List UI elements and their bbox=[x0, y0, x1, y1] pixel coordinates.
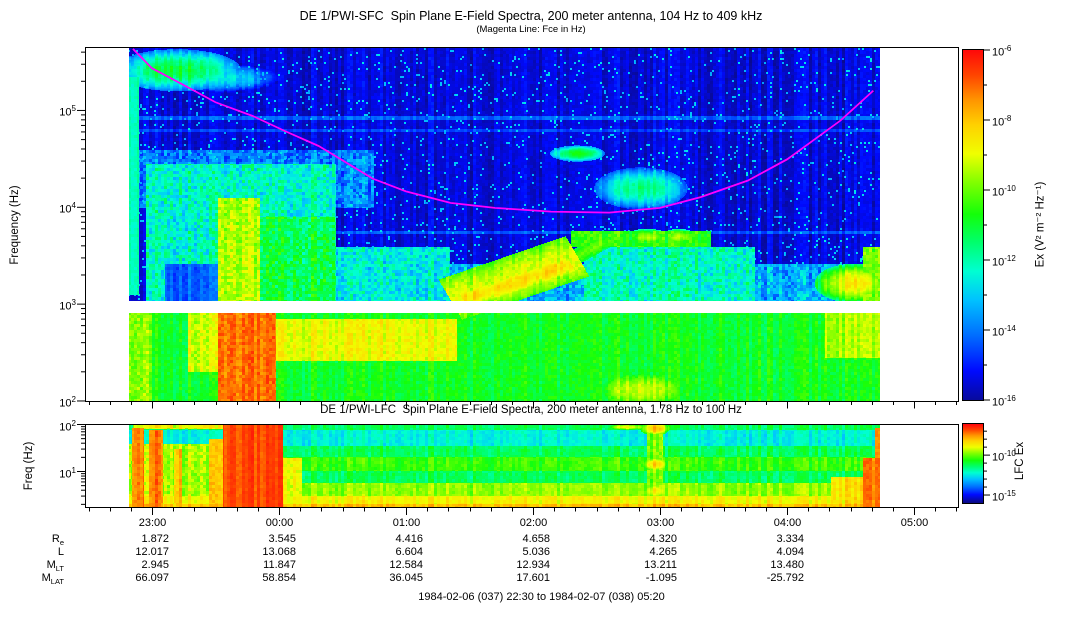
lfc-colorbar-tick-label: 10-15 bbox=[992, 489, 1016, 504]
sfc-colorbar-tick-label: 10-6 bbox=[992, 44, 1012, 59]
sfc-colorbar-tick-label: 10-16 bbox=[992, 394, 1016, 409]
ephemeris-value: 3.545 bbox=[268, 533, 296, 545]
sfc-y-tick-label: 104 bbox=[59, 201, 76, 216]
sfc-colorbar-tick-label: 10-8 bbox=[992, 114, 1012, 129]
sfc-subtitle: (Magenta Line: Fce in Hz) bbox=[476, 24, 586, 35]
lfc-y-tick-label: 102 bbox=[59, 418, 76, 434]
x-tick-label: 23:00 bbox=[138, 517, 167, 529]
ephemeris-value: 13.480 bbox=[770, 559, 804, 571]
ephemeris-value: 13.211 bbox=[644, 559, 677, 571]
ephemeris-row-label: L bbox=[57, 546, 64, 558]
sfc-colorbar-tick-label: 10-14 bbox=[992, 324, 1016, 339]
ephemeris-row-label: MLAT bbox=[41, 572, 64, 587]
lfc-colorbar-canvas bbox=[963, 424, 983, 503]
ephemeris-value: 11.847 bbox=[263, 559, 296, 571]
sfc-colorbar-tick-label: 10-10 bbox=[992, 184, 1016, 199]
ephemeris-value: -25.792 bbox=[766, 572, 804, 584]
ephemeris-value: 12.017 bbox=[135, 546, 169, 558]
sfc-plot-border bbox=[85, 47, 959, 402]
ephemeris-value: 1.872 bbox=[141, 533, 169, 545]
sfc-colorbar-canvas bbox=[963, 50, 983, 400]
lfc-spectrogram-canvas bbox=[86, 425, 958, 507]
sfc-colorbar-tick-label: 10-12 bbox=[992, 254, 1016, 269]
lfc-title: DE 1/PWI-LFC Spin Plane E-Field Spectra,… bbox=[320, 404, 742, 416]
ephemeris-value: 13.068 bbox=[262, 546, 296, 558]
ephemeris-value: 2.945 bbox=[141, 559, 169, 571]
ephemeris-value: 5.036 bbox=[522, 546, 550, 558]
ephemeris-row-label: MLT bbox=[46, 559, 64, 574]
time-range-footer: 1984-02-06 (037) 22:30 to 1984-02-07 (03… bbox=[418, 591, 665, 603]
sfc-title: DE 1/PWI-SFC Spin Plane E-Field Spectra,… bbox=[299, 9, 763, 23]
ephemeris-value: 12.934 bbox=[516, 559, 550, 571]
ephemeris-value: 4.416 bbox=[395, 533, 423, 545]
sfc-y-tick-label: 103 bbox=[59, 298, 76, 313]
ephemeris-value: 36.045 bbox=[389, 572, 423, 584]
x-tick-label: 03:00 bbox=[646, 517, 675, 529]
ephemeris-value: 4.094 bbox=[776, 546, 804, 558]
ephemeris-value: -1.095 bbox=[645, 572, 677, 584]
ephemeris-row-label: Re bbox=[51, 533, 64, 548]
ephemeris-value: 4.658 bbox=[522, 533, 550, 545]
ephemeris-value: 4.320 bbox=[649, 533, 677, 545]
ephemeris-value: 3.334 bbox=[776, 533, 804, 545]
ephemeris-value: 66.097 bbox=[135, 572, 169, 584]
x-tick-label: 02:00 bbox=[519, 517, 548, 529]
x-tick-label: 01:00 bbox=[392, 517, 421, 529]
ephemeris-value: 4.265 bbox=[649, 546, 677, 558]
sfc-spectrogram-canvas bbox=[86, 48, 958, 401]
lfc-plot-border bbox=[85, 424, 959, 508]
ephemeris-value: 12.584 bbox=[389, 559, 423, 571]
x-tick-label: 05:00 bbox=[900, 517, 929, 529]
lfc-y-tick-label: 101 bbox=[59, 465, 76, 481]
ephemeris-value: 6.604 bbox=[395, 546, 423, 558]
sfc-y-tick-label: 105 bbox=[59, 104, 76, 120]
x-tick-label: 00:00 bbox=[265, 517, 294, 529]
sfc-y-tick-label: 102 bbox=[59, 394, 76, 410]
ephemeris-value: 17.601 bbox=[516, 572, 550, 584]
ephemeris-value: 58.854 bbox=[262, 572, 296, 584]
lfc-colorbar-tick-label: 10-10 bbox=[992, 449, 1016, 464]
x-tick-label: 04:00 bbox=[773, 517, 802, 529]
